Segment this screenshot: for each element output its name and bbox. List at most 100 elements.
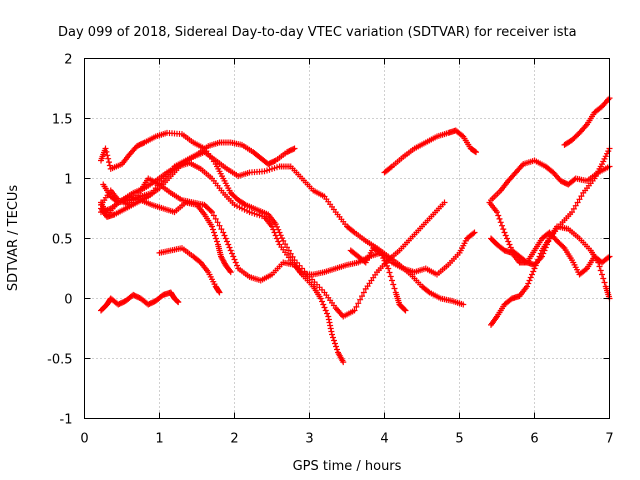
data-point xyxy=(241,201,248,208)
data-point xyxy=(326,319,333,326)
data-point xyxy=(494,209,500,216)
data-point xyxy=(390,281,397,288)
data-point xyxy=(270,226,277,233)
data-point xyxy=(597,267,604,274)
data-point xyxy=(215,288,222,295)
data-point xyxy=(212,232,218,239)
data-point xyxy=(327,325,334,332)
x-tick-label: 7 xyxy=(605,432,613,447)
data-point xyxy=(227,247,234,254)
data-point xyxy=(104,152,111,159)
data-point xyxy=(570,205,577,212)
x-axis-label: GPS time / hours xyxy=(293,459,402,474)
data-point xyxy=(502,232,509,239)
data-point xyxy=(331,337,337,344)
series-arc-7 xyxy=(98,289,182,314)
data-point xyxy=(574,199,581,206)
data-point xyxy=(402,307,409,314)
data-point xyxy=(460,301,467,308)
data-point xyxy=(387,273,394,280)
data-point xyxy=(578,193,585,200)
data-point xyxy=(329,331,335,338)
data-point xyxy=(441,199,448,206)
series-arc-6 xyxy=(98,193,234,276)
data-point xyxy=(535,256,542,263)
data-point xyxy=(275,238,282,245)
data-point xyxy=(317,295,324,302)
data-point xyxy=(226,244,233,251)
data-point xyxy=(605,254,612,261)
data-point xyxy=(340,359,347,366)
y-tick-label: 0 xyxy=(64,293,72,308)
data-point xyxy=(353,303,360,310)
data-point xyxy=(274,235,280,242)
data-point xyxy=(599,271,605,278)
data-point xyxy=(385,265,392,272)
data-point xyxy=(330,334,336,341)
data-point xyxy=(351,307,358,314)
data-point xyxy=(218,226,225,233)
data-point xyxy=(269,223,275,230)
series-arc-10 xyxy=(381,127,479,176)
data-point xyxy=(221,232,228,239)
data-point xyxy=(333,343,339,350)
x-tick-label: 0 xyxy=(80,432,88,447)
data-point xyxy=(224,238,230,245)
x-tick-label: 1 xyxy=(155,432,163,447)
data-point xyxy=(272,221,279,228)
data-point xyxy=(230,253,237,260)
data-point xyxy=(207,207,214,214)
data-marks xyxy=(98,95,613,366)
data-point xyxy=(216,222,223,229)
data-point xyxy=(287,250,294,257)
data-point xyxy=(225,241,232,248)
data-point xyxy=(220,229,227,236)
data-point xyxy=(211,229,217,236)
data-point xyxy=(527,274,534,281)
series-arc-15 xyxy=(561,95,613,148)
data-point xyxy=(376,249,383,256)
plot-frame xyxy=(84,58,610,419)
data-point xyxy=(497,219,504,226)
data-point xyxy=(596,263,603,270)
data-point xyxy=(360,289,367,296)
axis-ticks: 0 1 2 3 4 5 6 7 -1 -0.5 0 0.5 1 1.5 2 xyxy=(47,53,614,447)
data-point xyxy=(229,250,235,257)
grid xyxy=(84,58,610,419)
data-point xyxy=(530,268,537,275)
data-point xyxy=(105,155,112,162)
data-point xyxy=(572,202,579,209)
x-tick-label: 3 xyxy=(305,432,313,447)
data-point xyxy=(526,277,533,284)
data-point xyxy=(209,209,215,216)
data-point xyxy=(470,230,477,237)
data-point xyxy=(499,222,505,229)
data-point xyxy=(226,267,233,274)
data-point xyxy=(506,241,513,248)
x-tick-label: 6 xyxy=(530,432,538,447)
data-point xyxy=(471,229,478,236)
data-point xyxy=(325,316,332,323)
data-point xyxy=(232,259,239,266)
data-point xyxy=(501,229,508,236)
data-point xyxy=(601,279,608,286)
data-point xyxy=(537,250,544,257)
chart-title: Day 099 of 2018, Sidereal Day-to-day VTE… xyxy=(58,25,577,40)
data-point xyxy=(321,304,328,311)
data-point xyxy=(322,307,329,314)
data-point xyxy=(524,283,530,290)
data-point xyxy=(534,259,540,266)
data-point xyxy=(387,164,394,171)
y-tick-label: -1 xyxy=(60,413,73,428)
data-point xyxy=(359,293,365,300)
data-point xyxy=(282,241,289,248)
data-point xyxy=(525,280,532,287)
data-point xyxy=(319,298,325,305)
data-point xyxy=(231,256,238,263)
y-tick-label: 1.5 xyxy=(52,113,73,128)
data-point xyxy=(332,340,338,347)
data-point xyxy=(536,253,543,260)
x-tick-label: 2 xyxy=(230,432,238,447)
y-tick-label: -0.5 xyxy=(47,353,72,368)
